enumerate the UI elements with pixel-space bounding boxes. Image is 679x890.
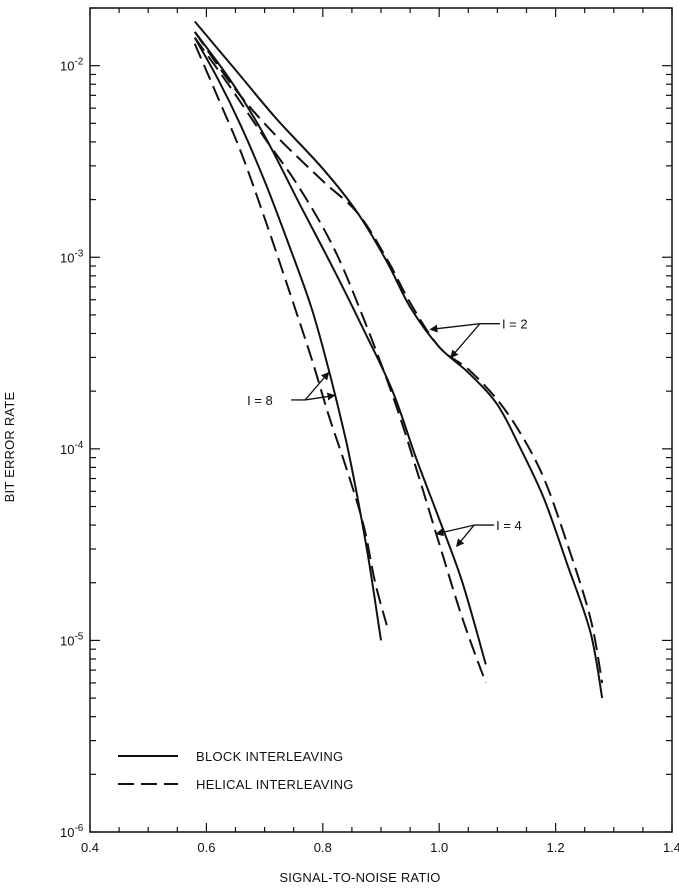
series-i4-dashed — [193, 37, 487, 684]
x-axis-title: SIGNAL-TO-NOISE RATIO — [279, 870, 440, 885]
x-tick-label: 0.8 — [314, 840, 332, 855]
y-tick-label: 10-3 — [60, 248, 84, 265]
x-tick-label: 1.2 — [547, 840, 565, 855]
legend-label-dashed: HELICAL INTERLEAVING — [196, 777, 354, 792]
plot-frame — [89, 7, 673, 833]
series-i2-dashed — [193, 31, 604, 684]
y-tick-label: 10-5 — [60, 631, 84, 648]
y-tick-label: 10-6 — [60, 823, 84, 840]
y-tick-label: 10-4 — [60, 440, 84, 457]
x-tick-label: 0.4 — [81, 840, 99, 855]
annotation-arrow-i8 — [305, 392, 336, 401]
x-tick-label: 1.4 — [663, 840, 679, 855]
series-i8-solid — [193, 37, 382, 641]
annotation-arrow-i2 — [450, 323, 481, 359]
x-tick-label: 0.6 — [197, 840, 215, 855]
x-tick-label: 1.0 — [430, 840, 448, 855]
annotation-arrow-i4 — [456, 524, 475, 548]
legend-label-solid: BLOCK INTERLEAVING — [196, 749, 343, 764]
series-i4-solid — [193, 31, 487, 665]
y-axis-title: BIT ERROR RATE — [2, 392, 17, 503]
annotation-label-i4: I = 4 — [496, 518, 522, 533]
annotation-label-i8: I = 8 — [247, 393, 273, 408]
annotation-arrow-i4 — [435, 524, 475, 537]
y-tick-label: 10-2 — [60, 57, 84, 74]
series-i2-solid — [194, 20, 604, 699]
annotation-arrow-i8 — [304, 371, 330, 401]
annotation-label-i2: I = 2 — [502, 317, 528, 332]
annotation-arrow-i2 — [429, 323, 481, 333]
series-i8-dashed — [193, 43, 388, 626]
